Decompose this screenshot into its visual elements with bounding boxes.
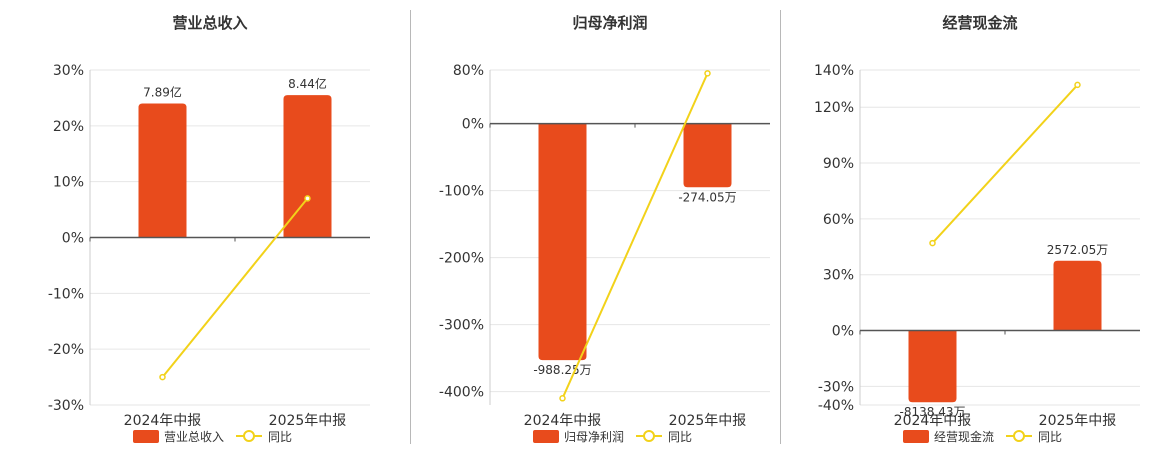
x-tick-label: 2024年中报 bbox=[894, 413, 972, 429]
y-tick-label: 140% bbox=[814, 63, 854, 79]
bar-value-label: -274.05万 bbox=[678, 190, 736, 204]
legend-line-label: 同比 bbox=[1038, 430, 1062, 444]
legend-line-label: 同比 bbox=[268, 430, 292, 444]
chart-title: 经营现金流 bbox=[942, 14, 1017, 32]
legend-bar-label: 经营现金流 bbox=[934, 429, 994, 444]
y-tick-label: -40% bbox=[818, 398, 854, 414]
y-tick-label: -20% bbox=[48, 342, 84, 358]
x-tick-label: 2025年中报 bbox=[1039, 413, 1117, 429]
y-tick-label: 20% bbox=[53, 119, 84, 135]
chart-panel-revenue: 营业总收入 -30% -20% -10% 0% 10% 20% 30% 7.89亿 8.44亿 20… bbox=[0, 0, 381, 450]
bar-value-label: -988.25万 bbox=[533, 363, 591, 377]
bar bbox=[908, 330, 957, 403]
panel-divider bbox=[780, 10, 781, 444]
yoy-line bbox=[161, 197, 309, 378]
legend-bar-swatch bbox=[533, 430, 559, 443]
legend-line-marker bbox=[1013, 430, 1025, 442]
yoy-point bbox=[929, 239, 936, 247]
y-tick-label: -200% bbox=[439, 251, 484, 267]
chart-net-profit-svg: 归母净利润 -400% -300% -200% -100% 0% 80% -988.25万 -2… bbox=[439, 14, 781, 444]
yoy-line bbox=[931, 84, 1079, 244]
yoy-line bbox=[561, 72, 709, 399]
y-tick-label: -30% bbox=[818, 379, 854, 395]
y-tick-label: 0% bbox=[62, 231, 84, 247]
bar-value-label: 7.89亿 bbox=[143, 85, 182, 100]
legend-line-marker bbox=[643, 430, 655, 442]
legend-bar-label: 营业总收入 bbox=[164, 430, 224, 444]
yoy-point bbox=[304, 195, 311, 202]
legend-bar-swatch bbox=[903, 430, 929, 443]
bar bbox=[283, 95, 332, 238]
legend-bar-swatch bbox=[133, 430, 159, 443]
chart-title: 归母净利润 bbox=[572, 14, 647, 32]
chart-panel-cash-flow: 经营现金流 -40% -30% 0% 30% 60% 90% 120% 140% -8138.43… bbox=[770, 0, 1151, 450]
y-tick-label: 120% bbox=[814, 100, 854, 116]
y-tick-label: -400% bbox=[439, 385, 484, 401]
chart-cash-flow-svg: 经营现金流 -40% -30% 0% 30% 60% 90% 120% 140% -8138.43… bbox=[814, 14, 1151, 444]
bar bbox=[1053, 260, 1102, 331]
chart-revenue-svg: 营业总收入 -30% -20% -10% 0% 10% 20% 30% 7.89亿 8.44亿 20… bbox=[48, 14, 381, 444]
panel-divider bbox=[410, 10, 411, 444]
yoy-point bbox=[1074, 81, 1081, 89]
bar bbox=[138, 103, 187, 238]
yoy-point bbox=[704, 70, 711, 77]
bar bbox=[538, 123, 587, 361]
yoy-point bbox=[159, 373, 166, 381]
y-tick-label: -30% bbox=[48, 398, 84, 414]
y-tick-label: 30% bbox=[823, 268, 854, 284]
y-tick-label: -10% bbox=[48, 286, 84, 302]
y-tick-label: -300% bbox=[439, 318, 484, 334]
y-tick-label: -100% bbox=[439, 184, 484, 200]
x-tick-label: 2024年中报 bbox=[124, 413, 202, 429]
bar-value-label: 8.44亿 bbox=[288, 76, 327, 91]
y-tick-label: 60% bbox=[823, 212, 854, 228]
y-tick-label: 90% bbox=[823, 156, 854, 172]
y-tick-label: 0% bbox=[462, 117, 484, 133]
y-tick-label: 0% bbox=[832, 324, 854, 340]
x-tick-label: 2024年中报 bbox=[524, 413, 602, 429]
x-tick-label: 2025年中报 bbox=[269, 413, 347, 429]
yoy-point bbox=[559, 395, 566, 402]
chart-title: 营业总收入 bbox=[172, 14, 247, 32]
legend-line-label: 同比 bbox=[668, 430, 692, 444]
bar-value-label: -8138.43万 bbox=[900, 405, 966, 419]
legend-line-marker bbox=[243, 430, 255, 442]
y-tick-label: 30% bbox=[53, 63, 84, 79]
bar bbox=[683, 123, 732, 188]
legend-bar-label: 归母净利润 bbox=[564, 430, 624, 444]
bar-value-label: 2572.05万 bbox=[1047, 243, 1109, 257]
y-tick-label: 10% bbox=[53, 175, 84, 191]
x-tick-label: 2025年中报 bbox=[669, 413, 747, 429]
chart-panel-net-profit: 归母净利润 -400% -300% -200% -100% 0% 80% -988.25万 -2… bbox=[400, 0, 781, 450]
y-tick-label: 80% bbox=[453, 63, 484, 79]
